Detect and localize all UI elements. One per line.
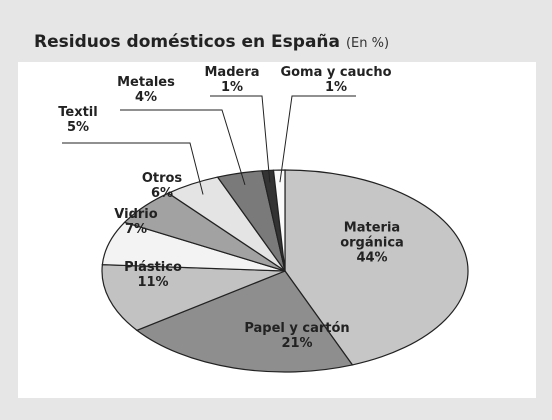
slice-label: Madera 1% — [187, 65, 277, 95]
slice-name: Goma y caucho — [280, 65, 392, 80]
chart-title-block: Residuos domésticos en España (En %) — [34, 32, 389, 52]
slice-label: Goma y caucho 1% — [266, 65, 406, 95]
slice-name: Madera — [204, 65, 260, 80]
slice-value: 7% — [124, 222, 148, 237]
slice-value: 1% — [324, 80, 348, 95]
slice-name: Materia orgánica — [340, 220, 404, 251]
slice-name: Otros — [141, 171, 183, 186]
leader-line — [120, 109, 246, 186]
slice-name: Plástico — [124, 260, 182, 275]
pie-slice — [272, 169, 286, 272]
leader-line — [210, 95, 271, 183]
slice-label: Materia orgánica 44% — [332, 221, 412, 266]
slice-value: 4% — [134, 90, 158, 105]
slice-label: Textil 5% — [33, 105, 123, 135]
slice-name: Metales — [117, 75, 175, 90]
slice-label: Plástico 11% — [108, 260, 198, 290]
slice-name: Textil — [58, 105, 98, 120]
chart-subtitle: (En %) — [345, 36, 390, 51]
slice-label: Metales 4% — [101, 75, 191, 105]
slice-value: 1% — [220, 80, 244, 95]
slice-name: Vidrio — [114, 207, 158, 222]
slice-value: 6% — [150, 186, 174, 201]
slice-label: Vidrio 7% — [91, 207, 181, 237]
slice-value: 44% — [356, 250, 388, 266]
slice-label: Otros 6% — [117, 171, 207, 201]
chart-title: Residuos domésticos en España — [34, 32, 341, 52]
slice-value: 21% — [281, 336, 313, 351]
leader-line — [62, 142, 204, 195]
slice-label: Papel y cartón 21% — [227, 321, 367, 351]
leader-line — [279, 95, 356, 183]
slice-value: 5% — [66, 120, 90, 135]
pie-slice — [101, 264, 286, 332]
pie-slice — [284, 169, 469, 366]
slice-name: Papel y cartón — [244, 321, 350, 336]
pie-slice — [135, 270, 354, 373]
slice-value: 11% — [137, 275, 169, 290]
